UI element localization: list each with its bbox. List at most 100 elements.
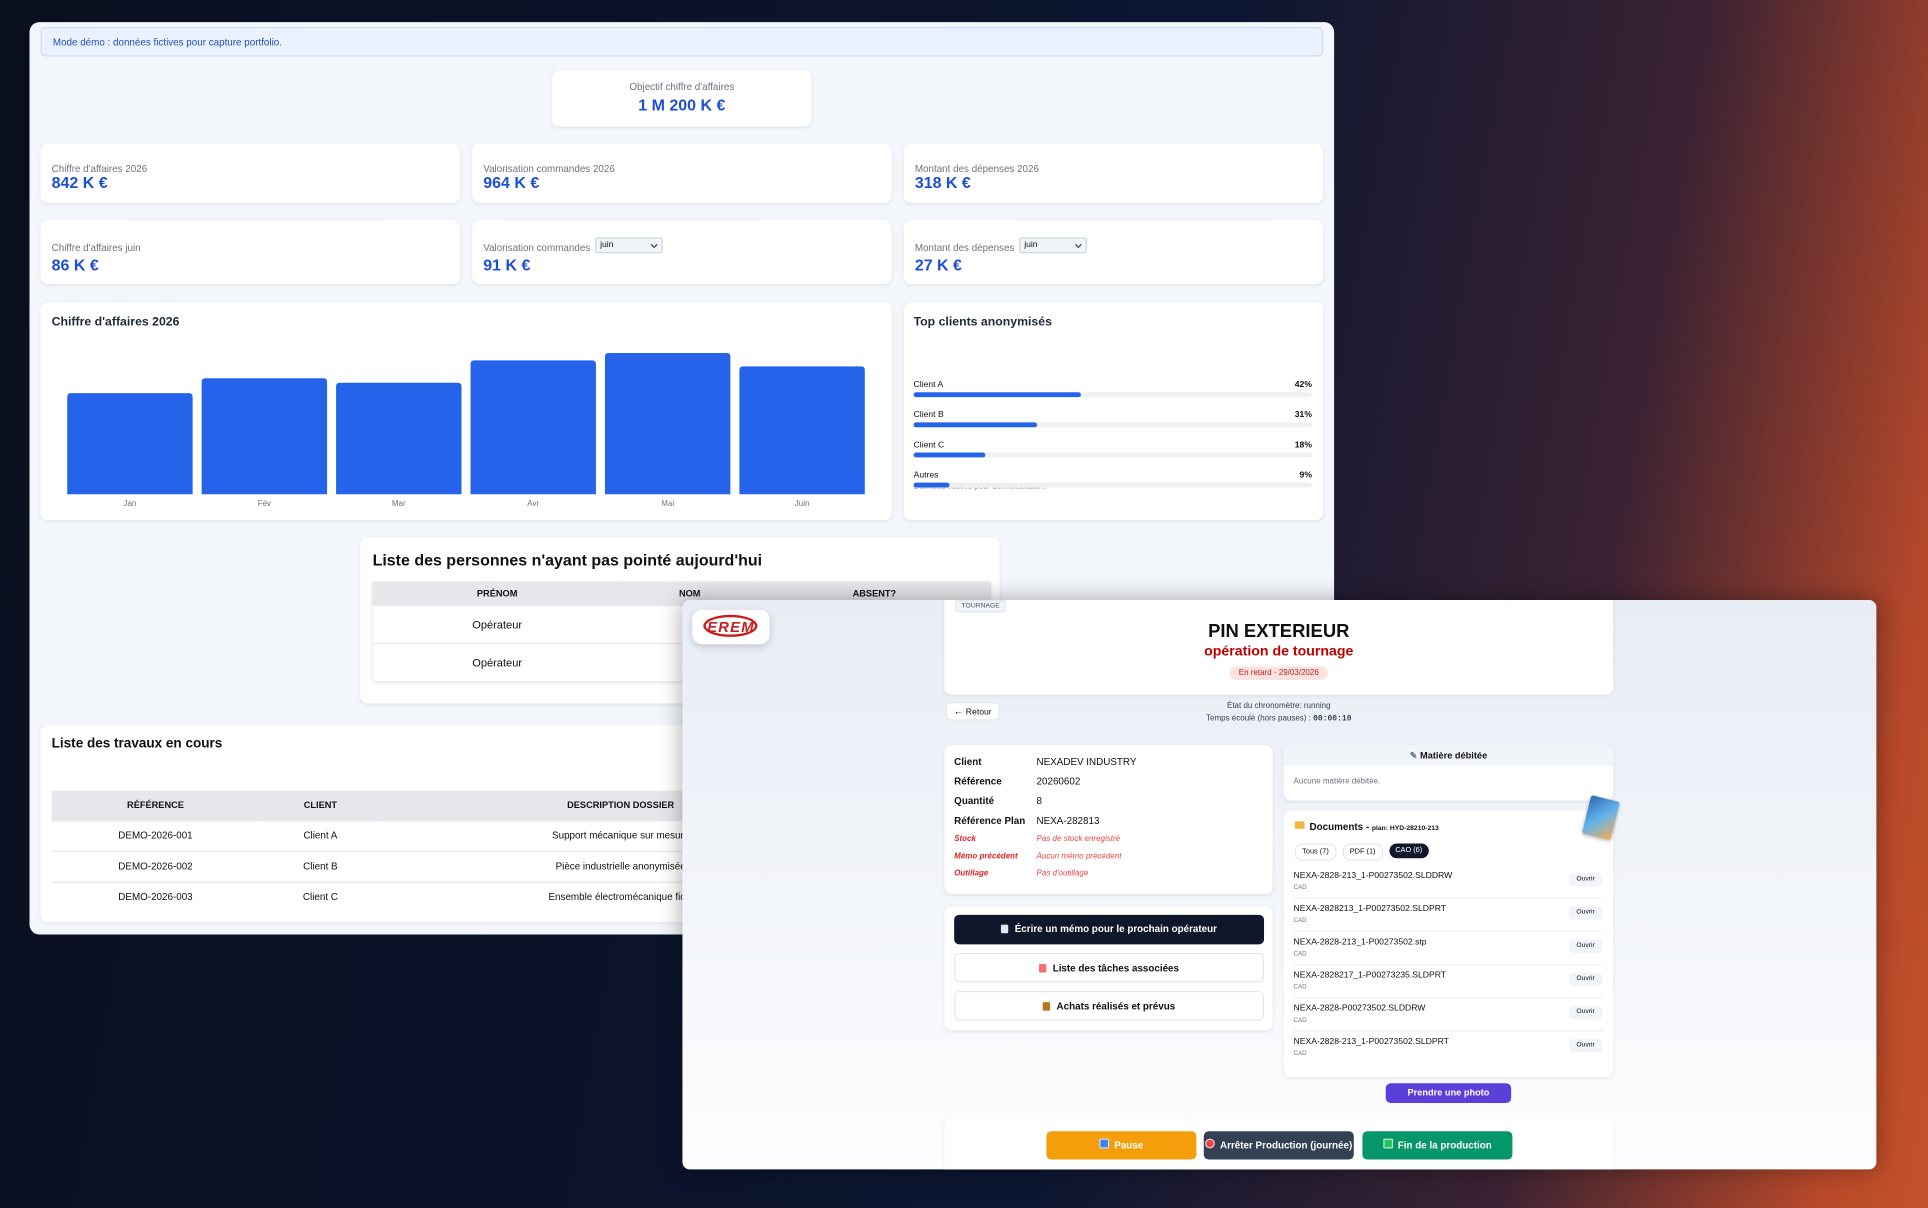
column-header: ABSENT? <box>757 581 992 605</box>
table-header-row: PRÉNOM NOM ABSENT? <box>372 581 992 605</box>
revenue-chart-card: Chiffre d'affaires 2026 Jan Fév Mar Avr Mai J… <box>40 302 892 521</box>
control-label: Pause <box>1114 1139 1144 1151</box>
kpi-label-row: Montant des dépenses 2026 <box>915 156 1039 178</box>
bar <box>336 382 462 495</box>
detail-label: Client <box>954 756 982 768</box>
kpi-value: 964 K € <box>483 173 540 192</box>
kpi-value: 86 K € <box>51 255 99 275</box>
file-divider <box>1293 964 1604 966</box>
action-label: Liste des tâches associées <box>1052 962 1180 974</box>
column-header: RÉFÉRENCE <box>51 790 260 821</box>
open-button[interactable]: Ouvrir <box>1568 1039 1603 1053</box>
file-divider <box>1293 997 1604 999</box>
kpi-label: Valorisation commandes <box>483 242 591 254</box>
chart-title: Top clients anonymisés <box>914 314 1052 328</box>
photo-button[interactable]: Prendre une photo <box>1385 1083 1512 1103</box>
back-arrow: ← <box>953 705 964 717</box>
back-button[interactable]: ← Retour <box>945 702 1000 721</box>
kpi-card: Montant des dépenses juin 27 K € <box>903 220 1324 285</box>
back-label: Retour <box>965 708 992 717</box>
file-name: NEXA-2828213_1-P00273502.SLDPRT <box>1293 904 1447 914</box>
open-button[interactable]: Ouvrir <box>1568 873 1603 887</box>
operation-header: TOURNAGE PIN EXTERIEUR opération de tour… <box>944 600 1614 695</box>
progress-bar <box>913 422 1038 428</box>
detail-value: Pas d'outillage <box>1036 869 1089 878</box>
file-divider <box>1293 1030 1604 1032</box>
x-tick-label: Mai <box>661 499 674 508</box>
kpi-card: Montant des dépenses 2026 318 K € <box>903 143 1324 203</box>
progress-bar <box>913 482 950 488</box>
action-label: Achats réalisés et prévus <box>1056 1000 1176 1012</box>
file-name: NEXA-2828-213_1-P00273502.stp <box>1293 938 1427 947</box>
open-button[interactable]: Ouvrir <box>1568 972 1603 987</box>
kpi-value: 91 K € <box>483 255 531 275</box>
control-button[interactable]: Pause <box>1046 1131 1197 1160</box>
action-button[interactable]: Achats réalisés et prévus <box>954 991 1265 1021</box>
file-type: CAD <box>1293 983 1307 992</box>
actions-card: Écrire un mémo pour le prochain opérateu… <box>944 906 1273 1031</box>
timer-status: État du chronomètre: running Temps écoul… <box>1156 701 1402 726</box>
control-label: Arrêter Production (journée) <box>1220 1139 1353 1151</box>
clients-chart: Top clients anonymisés Données fictives … <box>913 314 1313 491</box>
material-card: ✎ Matière débitée Aucune matière débitée… <box>1283 745 1614 801</box>
kpi-label-row: Valorisation commandes 2026 <box>483 156 615 178</box>
control-label: Fin de la production <box>1397 1139 1492 1151</box>
book-image <box>1581 795 1621 841</box>
kpi-label: Chiffre d'affaires 2026 <box>51 163 148 175</box>
client-label: Client A <box>914 379 944 389</box>
documents-title: Documents - <box>1309 821 1370 833</box>
controls-bar: Pause Arrêter Production (journée) Fin de … <box>944 1118 1614 1170</box>
open-button[interactable]: Ouvrir <box>1568 906 1603 920</box>
kpi-label: Montant des dépenses 2026 <box>914 163 1039 175</box>
progress-bar <box>913 452 986 458</box>
x-tick-label: Jan <box>123 499 136 508</box>
client-label: Autres <box>914 470 939 480</box>
detail-label: Mémo précédent <box>954 852 1018 861</box>
detail-value: Aucun mémo précédent <box>1036 852 1122 861</box>
detail-label: Référence Plan <box>954 815 1026 827</box>
operation-window: EREM TOURNAGE PIN EXTERIEUR opération de… <box>682 600 1877 1170</box>
kpi-value: 27 K € <box>914 255 962 275</box>
kpi-label-row: Chiffre d'affaires juin <box>52 235 141 257</box>
control-button[interactable]: Arrêter Production (journée) <box>1203 1131 1354 1160</box>
kpi-card: Chiffre d'affaires 2026 842 K € <box>40 143 460 203</box>
kpi-value: 318 K € <box>914 173 971 192</box>
kpi-card: Chiffre d'affaires juin 86 K € <box>40 220 460 285</box>
client-label: Client C <box>914 439 945 449</box>
bar <box>739 366 865 495</box>
period-select[interactable]: juin <box>1019 237 1087 254</box>
action-button[interactable]: Liste des tâches associées <box>954 952 1265 983</box>
action-icon <box>1043 1002 1051 1011</box>
column-header: PRÉNOM <box>372 581 622 605</box>
kpi-label-row: Chiffre d'affaires 2026 <box>52 156 148 178</box>
filter-chip[interactable]: Tous (7) <box>1294 843 1337 861</box>
file-divider <box>1293 897 1604 899</box>
open-button[interactable]: Ouvrir <box>1568 1005 1603 1020</box>
filter-chip[interactable]: CAO (6) <box>1389 843 1429 859</box>
banner-text: Mode démo : données fictives pour captur… <box>52 36 282 48</box>
period-select[interactable]: juin <box>595 237 663 254</box>
control-button[interactable]: Fin de la production <box>1362 1131 1513 1160</box>
x-tick-label: Mar <box>392 499 406 508</box>
table-cell: Client A <box>259 819 382 851</box>
kpi-value: 842 K € <box>51 173 108 192</box>
open-button[interactable]: Ouvrir <box>1568 939 1603 953</box>
material-icon: ✎ <box>1409 750 1418 762</box>
table-cell: Client B <box>259 850 382 882</box>
elapsed-label: Temps écoulé (hors pauses) : <box>1206 714 1311 724</box>
documents-plan: plan: HYD-28210-213 <box>1371 825 1439 833</box>
detail-value: NEXA-282813 <box>1036 815 1100 827</box>
detail-label: Référence <box>954 775 1002 787</box>
action-button[interactable]: Écrire un mémo pour le prochain opérateu… <box>954 914 1265 945</box>
documents-heading: Documents - plan: HYD-28210-213 <box>1310 821 1439 832</box>
elapsed-value: 00:00:10 <box>1313 714 1352 724</box>
detail-value: 20260602 <box>1036 775 1081 787</box>
progress-bar <box>913 392 1081 398</box>
file-type: CAD <box>1293 950 1307 958</box>
client-value-label: 31% <box>1295 409 1313 419</box>
filter-chip[interactable]: PDF (1) <box>1342 843 1383 861</box>
file-name: NEXA-2828217_1-P00273235.SLDPRT <box>1293 971 1447 980</box>
